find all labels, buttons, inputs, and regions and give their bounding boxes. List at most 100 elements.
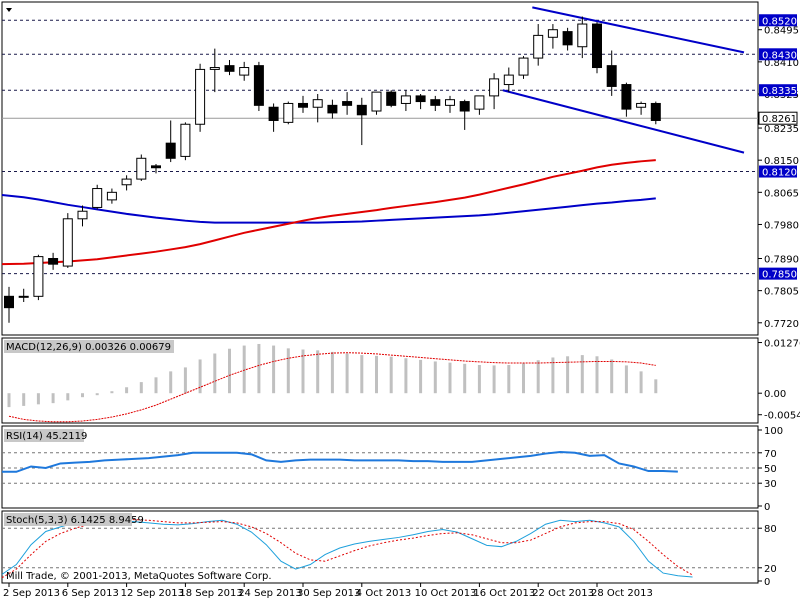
macd-histogram-bar [139,382,143,394]
price-tick-label: 0.8150 [764,156,799,167]
macd-histogram-bar [95,393,99,396]
rsi-plot [2,451,758,484]
candle [48,252,59,270]
stoch-axis: 80 20 0 [758,524,777,588]
current-price-tag-label: 0.8261 [762,114,797,125]
candle [342,92,353,115]
candle-body-up [371,91,382,112]
rsi-tick-label: 0 [764,502,770,513]
trend-line [532,6,745,54]
macd-histogram-bar [257,343,261,394]
price-tick-label: 0.8065 [764,188,799,199]
macd-histogram-bar [125,387,129,394]
candle-body-down [253,65,264,106]
candle [4,286,14,323]
macd-histogram-bar [463,363,467,394]
macd-plot [7,343,658,423]
candle [151,163,161,174]
candle-body-up [547,29,558,38]
candle [195,63,206,132]
macd-histogram-bar [36,393,40,405]
stoch-tick-label: 20 [764,564,777,575]
candle [136,154,147,181]
macd-axis: 0.01276 0.00 -0.00542 [758,339,800,422]
macd-histogram-bar [272,345,276,394]
candle [518,56,529,79]
candle [474,95,485,115]
macd-histogram-bar [183,367,187,394]
candle-body-down [268,106,279,121]
candle [239,61,250,81]
rsi-pane[interactable]: 100 70 50 30 0 RSI(14) 45.2119 [1,425,783,513]
macd-label: MACD(12,26,9) 0.00326 0.00679 [6,342,171,353]
level-tag-bg [759,267,797,280]
stoch-d-line [1,519,693,579]
candle [209,48,220,93]
stoch-label-bg [4,513,132,526]
candle [459,99,470,130]
candle [621,82,632,117]
candle-body-down [459,101,470,112]
macd-histogram-bar [81,393,84,398]
macd-histogram-bar [22,393,26,406]
trend-line [502,89,745,154]
macd-histogram-bar [448,362,452,394]
candle-body-up [92,188,103,208]
candle [577,16,588,59]
macd-tick-label: 0.00 [764,389,786,400]
date-tick-label: 12 Sep 2013 [121,588,184,599]
macd-histogram-bar [7,393,11,408]
candle-body-up [62,218,73,267]
price-tick-label: 0.7890 [764,255,799,266]
candle [386,90,397,108]
macd-tick-label: -0.00542 [764,411,800,422]
macd-histogram-bar [110,391,114,394]
candle [268,103,279,132]
candle-body-down [151,165,161,169]
stoch-plot [1,518,758,579]
rsi-label: RSI(14) 45.2119 [6,431,87,442]
date-tick-label: 4 Oct 2013 [356,588,411,599]
chart-menu-arrow-icon[interactable] [6,8,12,12]
rsi-line [2,451,678,473]
stoch-tick-label: 80 [764,524,777,535]
candle-body-up [636,102,647,108]
rsi-pane-border [1,425,759,509]
stoch-pane[interactable]: 80 20 0 Stoch(5,3,3) 6.1425 8.9459 Mill Tr… [1,510,777,588]
candle-body-down [298,102,308,108]
level-tag-label: 0.8335 [762,86,797,97]
macd-histogram-bar [66,393,70,401]
price-tick-label: 0.8410 [764,58,799,69]
current-price-tag-bg [758,111,798,125]
macd-histogram-bar [286,348,290,394]
candle-body-up [18,295,29,298]
candle [356,97,367,146]
macd-histogram-bar [375,355,378,394]
rsi-tick-label: 50 [764,464,777,475]
candles [4,16,661,323]
candle-body-down [415,95,426,103]
macd-histogram-bar [213,353,217,394]
candle-body-up [195,68,206,125]
candle [253,61,264,112]
macd-histogram-bar [360,355,364,394]
date-tick-label: 30 Sep 2013 [297,588,360,599]
candle [18,288,29,302]
candle-body-up [239,67,250,76]
main-pane-border [1,1,759,336]
candle-body-up [180,123,191,157]
main-pane[interactable]: 0.84950.84100.83250.82350.81500.80650.79… [1,1,799,336]
macd-histogram-bar [345,353,349,394]
candle [312,94,323,123]
level-tag-bg [759,165,797,178]
price-tick-label: 0.8235 [764,124,799,135]
macd-pane[interactable]: 0.01276 0.00 -0.00542 MACD(12,26,9) 0.0032… [1,337,800,424]
price-tick-label: 0.7980 [764,220,799,231]
candle-body-down [621,84,632,110]
rsi-tick-label: 30 [764,479,777,490]
candle-body-down [224,65,235,72]
macd-histogram-bar [242,345,246,394]
candle-body-down [356,104,367,116]
candle-body-down [48,258,59,265]
